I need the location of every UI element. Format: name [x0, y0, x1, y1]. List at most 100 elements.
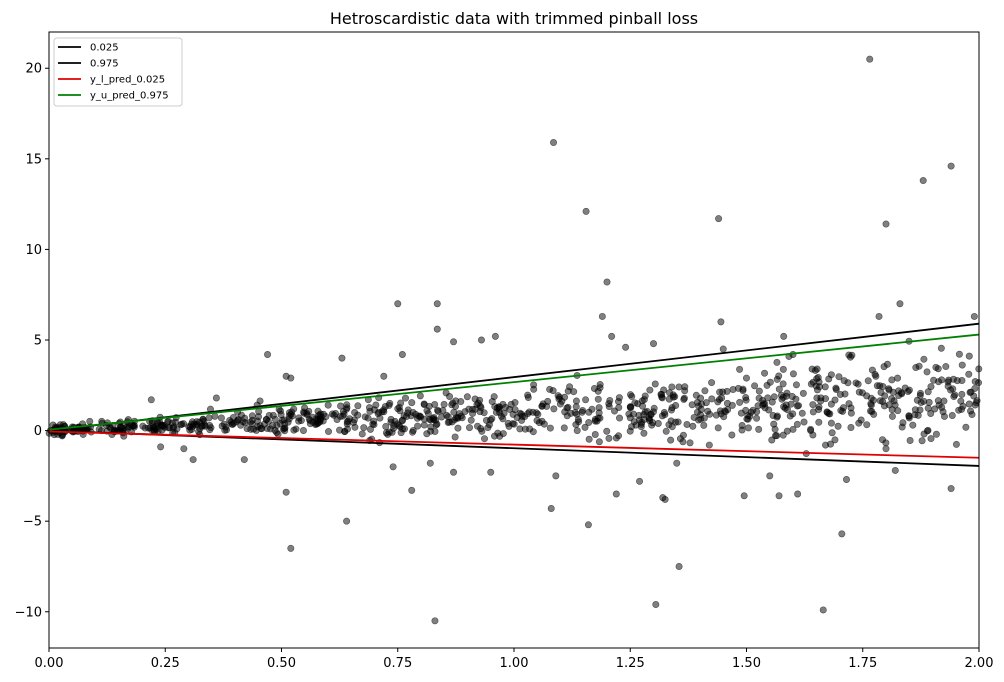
scatter-point: [668, 423, 676, 431]
x-tick-label: 1.00: [500, 656, 529, 671]
x-tick-label: 1.75: [848, 656, 877, 671]
scatter-point: [766, 472, 774, 480]
scatter-point: [714, 398, 722, 406]
scatter-point: [896, 300, 904, 308]
scatter-point: [955, 406, 963, 414]
scatter-point: [918, 437, 926, 445]
scatter-point: [923, 368, 931, 376]
scatter-point: [590, 384, 598, 392]
scatter-point: [681, 383, 689, 391]
scatter-point: [530, 381, 538, 389]
scatter-point: [809, 408, 817, 416]
scatter-point: [779, 380, 787, 388]
scatter-point: [606, 396, 614, 404]
scatter-point: [888, 412, 896, 420]
scatter-point: [708, 395, 716, 403]
scatter-point: [942, 363, 950, 371]
scatter-point: [913, 396, 921, 404]
scatter-point: [487, 416, 495, 424]
scatter-point: [595, 438, 603, 446]
scatter-point: [278, 416, 286, 424]
scatter-point: [914, 411, 922, 419]
scatter-point: [526, 425, 534, 433]
scatter-point: [864, 377, 872, 385]
scatter-point: [965, 370, 973, 378]
scatter-point: [934, 397, 942, 405]
scatter-point: [894, 374, 902, 382]
scatter-point: [719, 345, 727, 353]
scatter-point: [398, 417, 406, 425]
scatter-point: [905, 386, 913, 394]
scatter-point: [724, 406, 732, 414]
scatter-point: [815, 418, 823, 426]
legend-entry: y_l_pred_0.025: [90, 75, 165, 86]
scatter-point: [780, 332, 788, 340]
scatter-point: [450, 468, 458, 476]
scatter-point: [895, 392, 903, 400]
scatter-point: [594, 395, 602, 403]
scatter-point: [701, 387, 709, 395]
scatter-point: [369, 420, 377, 428]
scatter-point: [747, 408, 755, 416]
scatter-point: [763, 381, 771, 389]
scatter-point: [157, 443, 165, 451]
scatter-point: [420, 421, 428, 429]
scatter-point: [605, 434, 613, 442]
scatter-point: [909, 421, 917, 429]
scatter-point: [692, 391, 700, 399]
scatter-point: [931, 405, 939, 413]
scatter-point: [646, 386, 654, 394]
scatter-point: [808, 365, 816, 373]
scatter-point: [927, 383, 935, 391]
scatter-point: [444, 418, 452, 426]
scatter-point: [679, 438, 687, 446]
scatter-point: [827, 400, 835, 408]
scatter-point: [358, 430, 366, 438]
scatter-point: [905, 414, 913, 422]
scatter-point: [424, 409, 432, 417]
scatter-point: [649, 419, 657, 427]
scatter-point: [919, 177, 927, 185]
scatter-point: [584, 521, 592, 529]
scatter-point: [426, 459, 434, 467]
scatter-point: [875, 312, 883, 320]
scatter-point: [832, 384, 840, 392]
scatter-point: [341, 427, 349, 435]
scatter-point: [187, 420, 195, 428]
scatter-point: [450, 408, 458, 416]
scatter-point: [888, 406, 896, 414]
scatter-point: [728, 401, 736, 409]
scatter-point: [370, 406, 378, 414]
scatter-point: [675, 562, 683, 570]
scatter-point: [338, 354, 346, 362]
scatter-point: [432, 421, 440, 429]
scatter-point: [799, 389, 807, 397]
scatter-point: [915, 362, 923, 370]
scatter-point: [786, 412, 794, 420]
scatter-point: [888, 395, 896, 403]
scatter-point: [737, 409, 745, 417]
scatter-point: [248, 416, 256, 424]
scatter-point: [86, 417, 94, 425]
scatter-point: [427, 416, 435, 424]
scatter-point: [958, 361, 966, 369]
scatter-point: [564, 387, 572, 395]
scatter-point: [409, 427, 417, 435]
scatter-point: [532, 409, 540, 417]
x-tick-label: 0.25: [151, 656, 180, 671]
scatter-point: [925, 398, 933, 406]
scatter-point: [390, 421, 398, 429]
scatter-point: [487, 468, 495, 476]
scatter-point: [736, 398, 744, 406]
series-line-y-l-pred-0-025: [48, 430, 980, 459]
scatter-point: [662, 427, 670, 435]
scatter-point: [779, 365, 787, 373]
scatter-point: [822, 395, 830, 403]
scatter-point: [792, 395, 800, 403]
scatter-point: [883, 360, 891, 368]
scatter-point: [615, 432, 623, 440]
scatter-point: [404, 406, 412, 414]
y-tick-label: 5: [34, 334, 42, 349]
scatter-point: [274, 430, 282, 438]
